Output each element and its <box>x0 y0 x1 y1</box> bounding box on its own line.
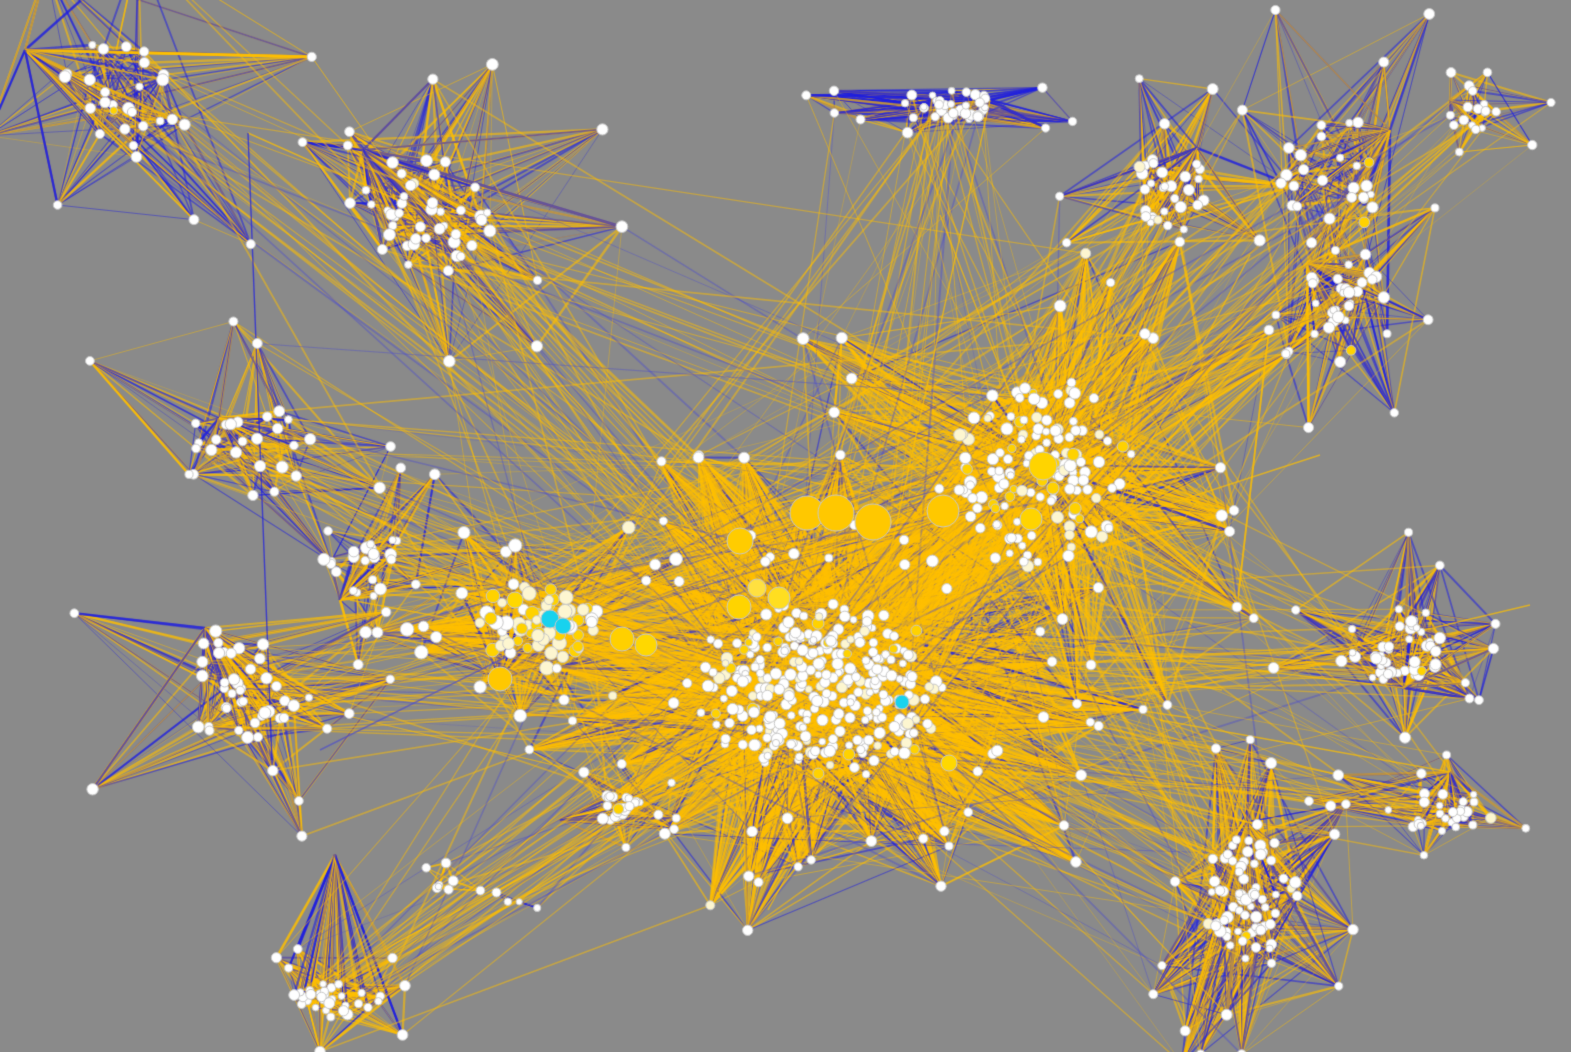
graph-canvas[interactable] <box>0 0 1571 1052</box>
network-graph-visualization[interactable]: Network Graph Visualization <box>0 0 1571 1052</box>
